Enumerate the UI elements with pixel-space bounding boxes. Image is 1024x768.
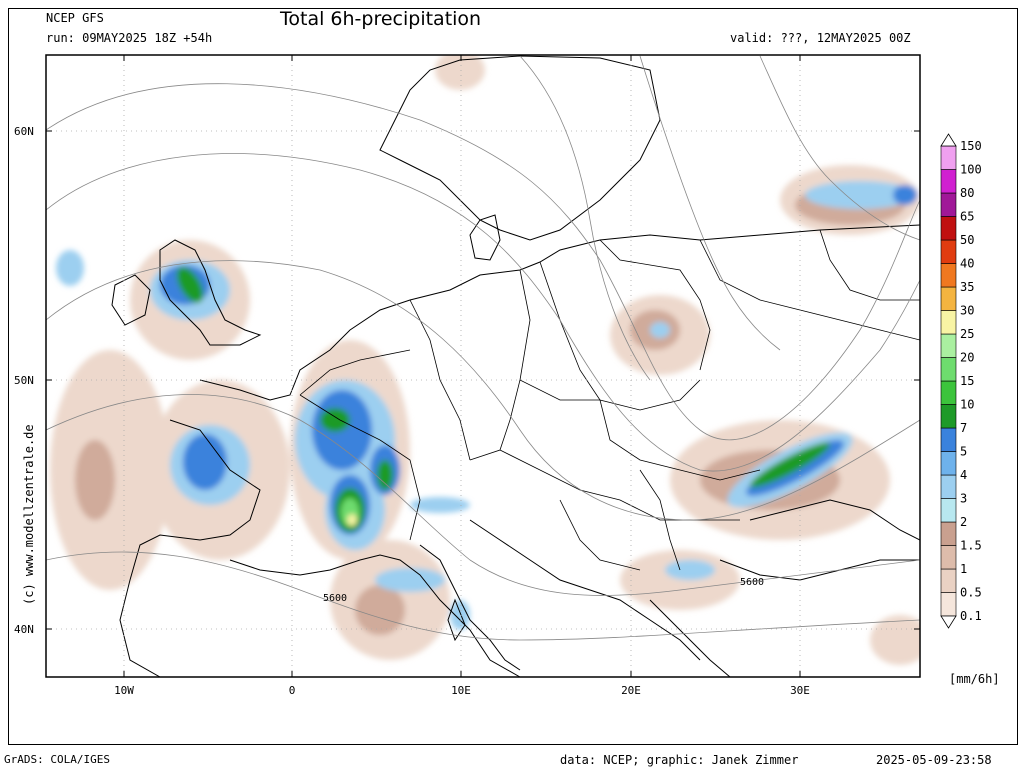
footer-timestamp: 2025-05-09-23:58 bbox=[876, 753, 992, 767]
colorbar: 0.1 0.5 1 1.5 2 3 4 5 7 10 15 20 25 30 35 40 50 65 80 100 15… bbox=[940, 133, 982, 629]
colorbar-swatch bbox=[940, 592, 957, 617]
axis-ticks bbox=[46, 55, 920, 677]
footer-credit: data: NCEP; graphic: Janek Zimmer bbox=[560, 753, 799, 767]
lon-label-10e: 10E bbox=[451, 684, 471, 697]
colorbar-swatch bbox=[940, 310, 957, 335]
colorbar-level-label: 80 bbox=[960, 186, 974, 200]
colorbar-swatch bbox=[940, 169, 957, 194]
colorbar-swatch bbox=[940, 451, 957, 476]
contour-label: 5600 bbox=[740, 577, 764, 588]
colorbar-level-label: 3 bbox=[960, 492, 967, 506]
lon-label-10w: 10W bbox=[114, 684, 134, 697]
colorbar-level-label: 15 bbox=[960, 374, 974, 388]
colorbar-level-label: 20 bbox=[960, 351, 974, 365]
colorbar-level-label: 100 bbox=[960, 163, 982, 177]
colorbar-swatch bbox=[940, 474, 957, 499]
graticule bbox=[46, 55, 920, 677]
side-credit: (c) www.modellzentrale.de bbox=[22, 424, 36, 605]
colorbar-level-label: 25 bbox=[960, 327, 974, 341]
lat-label-60n: 60N bbox=[14, 125, 34, 138]
colorbar-level-label: 50 bbox=[960, 233, 974, 247]
colorbar-level-label: 150 bbox=[960, 139, 982, 153]
colorbar-level-label: 35 bbox=[960, 280, 974, 294]
map-border bbox=[45, 54, 921, 678]
map-title: Total 6h-precipitation bbox=[280, 8, 482, 30]
colorbar-swatch bbox=[940, 333, 957, 358]
colorbar-level-label: 1.5 bbox=[960, 539, 982, 553]
colorbar-swatch bbox=[940, 263, 957, 288]
map-area bbox=[46, 55, 920, 677]
colorbar-swatch bbox=[940, 404, 957, 429]
lon-label-30e: 30E bbox=[790, 684, 810, 697]
colorbar-level-label: 0.5 bbox=[960, 586, 982, 600]
lon-label-20e: 20E bbox=[621, 684, 641, 697]
model-name: NCEP GFS bbox=[46, 11, 104, 25]
colorbar-level-label: 4 bbox=[960, 468, 967, 482]
colorbar-level-label: 30 bbox=[960, 304, 974, 318]
colorbar-swatch bbox=[940, 192, 957, 217]
colorbar-level-label: 5 bbox=[960, 445, 967, 459]
plot-frame bbox=[8, 8, 1018, 745]
colorbar-level-label: 2 bbox=[960, 515, 967, 529]
colorbar-swatch bbox=[940, 145, 957, 170]
colorbar-swatch bbox=[940, 498, 957, 523]
colorbar-swatch bbox=[940, 545, 957, 570]
colorbar-swatch bbox=[940, 286, 957, 311]
run-info: run: 09MAY2025 18Z +54h bbox=[46, 31, 213, 45]
colorbar-swatch bbox=[940, 521, 957, 546]
colorbar-level-label: 7 bbox=[960, 421, 967, 435]
lat-label-50n: 50N bbox=[14, 374, 34, 387]
colorbar-swatch bbox=[940, 357, 957, 382]
colorbar-min-arrow bbox=[940, 615, 957, 629]
colorbar-swatch bbox=[940, 568, 957, 593]
colorbar-level-label: 40 bbox=[960, 257, 974, 271]
colorbar-swatch bbox=[940, 380, 957, 405]
colorbar-swatch bbox=[940, 216, 957, 241]
colorbar-unit: [mm/6h] bbox=[949, 672, 1000, 686]
contour-label: 5600 bbox=[323, 593, 347, 604]
colorbar-level-label: 1 bbox=[960, 562, 967, 576]
colorbar-swatch bbox=[940, 239, 957, 264]
lat-label-40n: 40N bbox=[14, 623, 34, 636]
colorbar-swatch bbox=[940, 427, 957, 452]
lon-label-0: 0 bbox=[289, 684, 296, 697]
colorbar-level-label: 10 bbox=[960, 398, 974, 412]
valid-time: valid: ???, 12MAY2025 00Z bbox=[730, 31, 911, 45]
colorbar-max-arrow bbox=[940, 133, 957, 147]
footer-software: GrADS: COLA/IGES bbox=[4, 753, 110, 766]
country-borders bbox=[299, 229, 920, 571]
geopotential-contours bbox=[46, 55, 920, 641]
colorbar-level-label: 0.1 bbox=[960, 609, 982, 623]
colorbar-level-label: 65 bbox=[960, 210, 974, 224]
